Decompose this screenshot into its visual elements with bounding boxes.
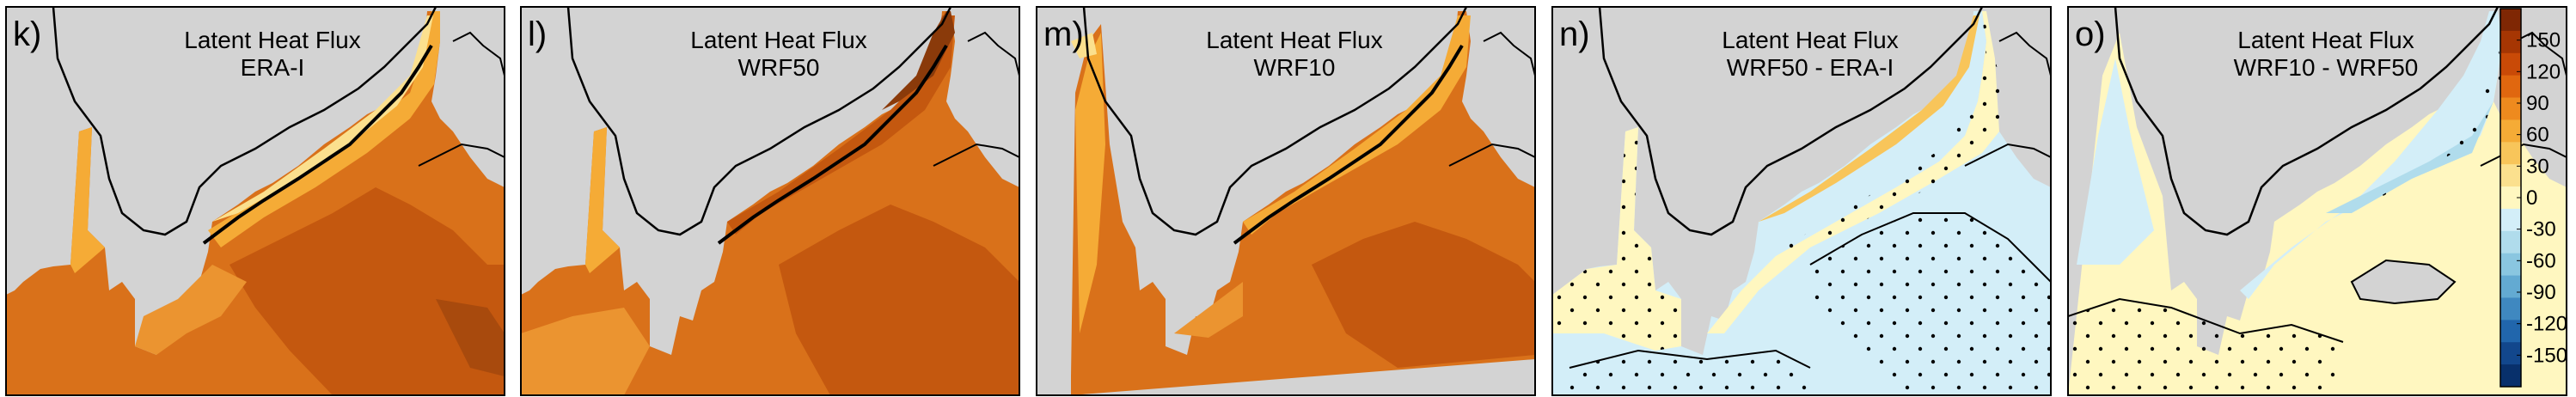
colorbar-tick-label: 90 [2526, 92, 2549, 115]
colorbar-swatch [2500, 275, 2521, 298]
colorbar-swatch [2500, 119, 2521, 143]
coastline [1082, 7, 1468, 236]
panel-title-line2: ERA-I [241, 54, 305, 81]
panel-letter: l) [528, 15, 547, 53]
panel-title-line2: WRF50 - ERA-I [1727, 54, 1894, 81]
colorbar-tick-label: 0 [2526, 186, 2537, 210]
svalbard-coast [452, 31, 505, 76]
panel-title-line1: Latent Heat Flux [690, 27, 866, 53]
panel-letter: o) [2075, 15, 2106, 53]
colorbar-tick-label: -60 [2526, 249, 2556, 272]
panel-k: k) Latent Heat Flux ERA-I [5, 6, 505, 396]
iceland-coast [1964, 143, 2051, 167]
colorbar-swatch [2500, 75, 2521, 99]
svalbard-coast [967, 31, 1019, 76]
colorbar-tick-label: 150 [2526, 29, 2561, 52]
panel-title-line1: Latent Heat Flux [2237, 27, 2414, 53]
panel-title-line1: Latent Heat Flux [1206, 27, 1382, 53]
ocean-field [521, 11, 1019, 395]
iceland-coast [933, 143, 1019, 167]
ice-edge-line [1233, 44, 1464, 245]
colorbar-tick-label: -90 [2526, 281, 2556, 304]
colorbar-swatch [2500, 30, 2521, 54]
colorbar-swatch [2500, 342, 2521, 365]
iceland-coast [418, 143, 505, 167]
colorbar-swatch [2500, 297, 2521, 321]
colorbar-tick-label: -120 [2526, 313, 2567, 336]
svalbard-coast [1483, 31, 1535, 76]
panel-title-line1: Latent Heat Flux [1722, 27, 1898, 53]
colorbar-tick-label: 30 [2526, 155, 2549, 178]
coastline [566, 7, 952, 236]
panel-o: o) Latent Heat Flux WRF10 - WRF50 [2067, 6, 2567, 396]
colorbar-swatch [2500, 9, 2521, 32]
significance-contour [2068, 297, 2344, 343]
coastline [2114, 7, 2500, 236]
significance-contour [1569, 349, 1811, 369]
ocean-field [1552, 11, 2051, 395]
ice-edge-line [717, 44, 948, 245]
colorbar-tick-label: -150 [2526, 344, 2567, 367]
panel-title-line2: WRF10 - WRF50 [2234, 54, 2419, 81]
colorbar-swatch [2500, 97, 2521, 120]
colorbar-swatch [2500, 164, 2521, 187]
panel-letter: n) [1559, 15, 1590, 53]
colorbar-tick-label: -30 [2526, 218, 2556, 241]
colorbar-swatch [2500, 230, 2521, 254]
coastline [52, 7, 437, 236]
colorbar-swatch [2500, 208, 2521, 232]
svalbard-coast [2514, 31, 2567, 76]
panel-title-line1: Latent Heat Flux [184, 27, 360, 53]
colorbar-swatch [2500, 52, 2521, 76]
iceland-coast [1448, 143, 1535, 167]
iceland-coast [2480, 143, 2567, 167]
panel-n: n) Latent Heat Flux WRF50 - ERA-I [1551, 6, 2052, 396]
panel-letter: m) [1043, 15, 1084, 53]
colorbar-tick-label: 60 [2526, 124, 2549, 147]
ice-edge-line [202, 44, 433, 245]
colorbar: 150 120 90 60 30 0 -30 -60 -90 -120 -150 [2500, 8, 2567, 388]
colorbar-swatch [2500, 142, 2521, 165]
panel-title-line2: WRF10 [1254, 54, 1336, 81]
ocean-field [2068, 11, 2567, 395]
significance-contour [1809, 212, 2051, 283]
panel-l: l) Latent Heat Flux WRF50 [520, 6, 1020, 396]
colorbar-swatch [2500, 364, 2521, 388]
colorbar-tick-label: 120 [2526, 60, 2561, 83]
svalbard-coast [1998, 31, 2051, 76]
panel-letter: k) [13, 15, 41, 53]
coastline [1598, 7, 1984, 236]
panel-m: m) Latent Heat Flux WRF10 [1036, 6, 1536, 396]
panel-title-line2: WRF50 [738, 54, 820, 81]
colorbar-swatch [2500, 253, 2521, 277]
